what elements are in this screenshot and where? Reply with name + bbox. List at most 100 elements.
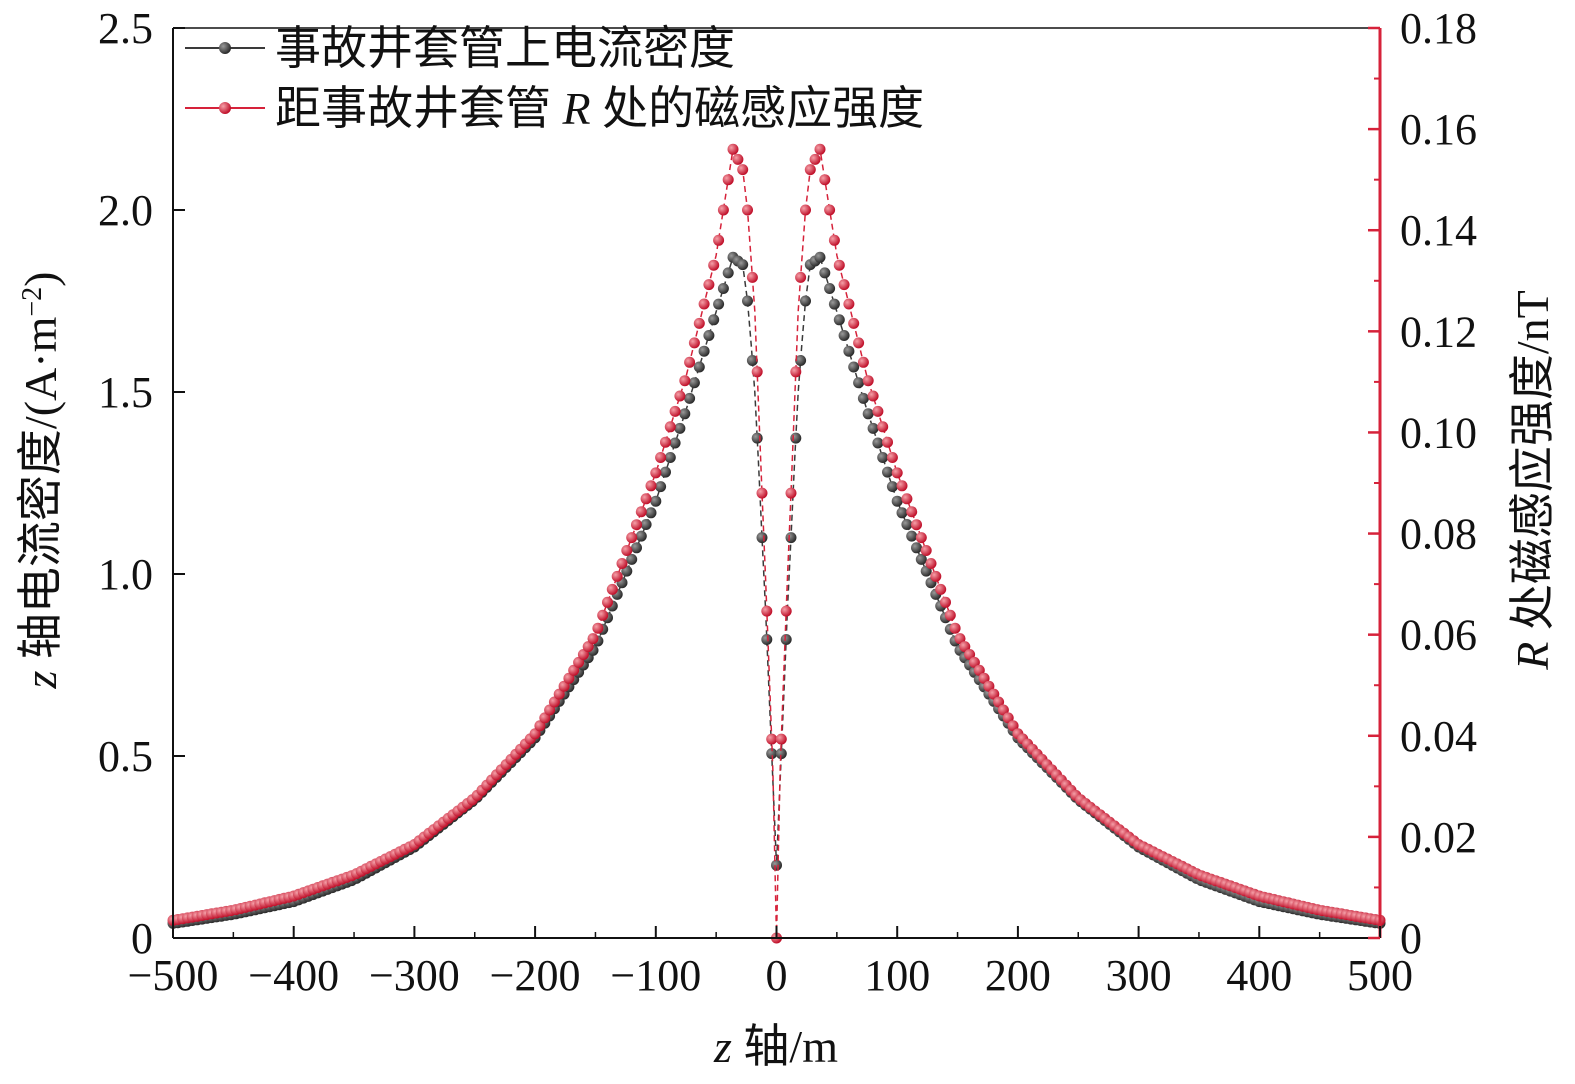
data-point xyxy=(688,377,700,389)
series-1 xyxy=(167,251,1386,929)
right-y-tick-label: 0.18 xyxy=(1400,4,1477,53)
data-point xyxy=(539,712,551,724)
data-point xyxy=(722,174,734,186)
data-point xyxy=(703,330,715,341)
left-y-tick-label: 2.0 xyxy=(98,186,153,235)
x-axis-title: z 轴/m xyxy=(713,1021,838,1072)
data-point xyxy=(698,298,710,310)
x-tick-label: −400 xyxy=(248,951,339,1000)
data-point xyxy=(635,506,647,518)
x-tick-label: 200 xyxy=(985,951,1051,1000)
data-point xyxy=(809,153,821,165)
data-point xyxy=(655,481,667,493)
data-point xyxy=(1007,720,1019,732)
data-point xyxy=(775,748,787,760)
data-point xyxy=(940,596,951,608)
data-point xyxy=(645,507,657,519)
x-tick-label: 0 xyxy=(766,951,788,1000)
data-point xyxy=(679,375,691,387)
data-point xyxy=(843,298,855,310)
data-point xyxy=(848,317,860,329)
data-point xyxy=(993,696,1005,708)
x-tick-label: 100 xyxy=(864,951,930,1000)
data-point xyxy=(824,283,836,294)
data-point xyxy=(785,487,797,499)
data-point xyxy=(727,143,739,155)
data-point xyxy=(886,452,898,463)
x-tick-label: −300 xyxy=(369,951,460,1000)
data-point xyxy=(674,390,686,402)
right-y-tick-label: 0.02 xyxy=(1400,813,1477,862)
data-point xyxy=(577,649,589,660)
x-tick-label: 300 xyxy=(1106,951,1172,1000)
data-point xyxy=(891,495,903,507)
right-y-tick-label: 0.12 xyxy=(1400,307,1477,356)
data-point xyxy=(819,267,831,279)
x-tick-label: 500 xyxy=(1347,951,1413,1000)
data-point xyxy=(626,553,638,565)
data-point xyxy=(833,314,845,326)
data-point xyxy=(693,361,705,373)
data-point xyxy=(631,542,642,554)
data-point xyxy=(877,452,889,463)
data-point xyxy=(737,259,749,271)
data-point xyxy=(756,532,768,544)
data-point xyxy=(529,728,541,740)
data-point xyxy=(534,720,546,732)
data-point xyxy=(626,532,638,544)
x-tick-label: −200 xyxy=(490,951,581,1000)
data-point xyxy=(968,656,980,668)
right-y-tick-label: 0 xyxy=(1400,914,1422,963)
data-point xyxy=(606,583,618,595)
data-point xyxy=(766,748,778,760)
data-point xyxy=(746,271,758,283)
data-point xyxy=(819,174,831,186)
data-point xyxy=(785,532,797,544)
data-point xyxy=(988,688,1000,700)
data-point xyxy=(964,649,976,660)
data-point xyxy=(780,634,792,645)
series-2-line xyxy=(172,146,1381,939)
data-point xyxy=(717,283,729,294)
data-point xyxy=(1002,712,1014,724)
data-point xyxy=(877,421,889,433)
data-point xyxy=(621,545,633,556)
legend-label: 事故井套管上电流密度 xyxy=(275,23,735,74)
data-point xyxy=(828,234,840,246)
left-y-tick-label: 1.5 xyxy=(98,368,153,417)
data-point xyxy=(920,545,932,556)
data-point xyxy=(771,859,782,871)
data-point xyxy=(857,356,869,368)
data-point xyxy=(640,493,652,505)
data-point xyxy=(650,495,662,507)
data-point xyxy=(713,234,725,246)
data-point xyxy=(896,507,908,519)
axis-titles: z 轴/m z 轴电流密度/(A·m−2) R 处磁感应强度/nT xyxy=(15,272,1558,1072)
legend-label: 距事故井套管 R 处的磁感应强度 xyxy=(275,83,924,134)
data-point xyxy=(862,375,874,387)
data-point xyxy=(848,361,860,373)
data-point xyxy=(558,680,570,692)
data-point xyxy=(751,432,763,444)
data-point xyxy=(901,493,913,505)
data-point xyxy=(882,466,893,478)
data-point xyxy=(853,337,865,349)
x-tick-label: −500 xyxy=(128,951,219,1000)
data-point xyxy=(645,480,657,492)
data-point xyxy=(756,487,768,499)
data-point xyxy=(925,558,937,569)
data-point xyxy=(949,622,961,634)
data-point xyxy=(742,295,753,307)
data-point xyxy=(635,530,647,542)
data-point xyxy=(824,204,836,216)
series-2 xyxy=(167,143,1386,944)
data-point xyxy=(669,437,681,449)
data-point xyxy=(693,317,705,329)
data-point xyxy=(983,680,995,692)
data-point xyxy=(872,437,884,449)
data-point xyxy=(660,436,671,448)
data-point xyxy=(867,422,879,434)
data-point xyxy=(930,570,942,582)
data-point xyxy=(597,609,609,621)
